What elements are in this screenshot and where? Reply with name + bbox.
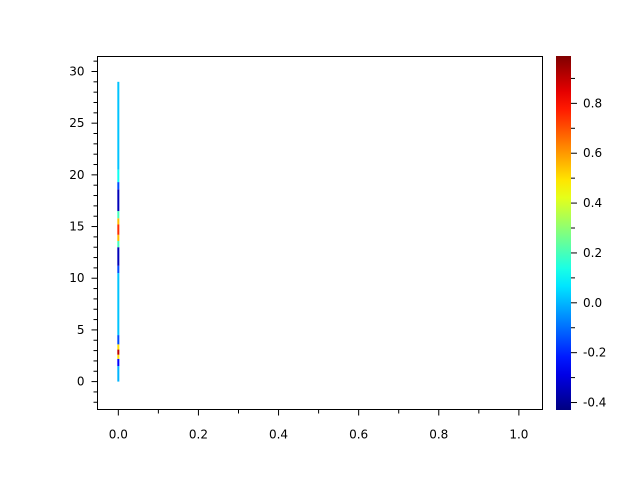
heatmap-cell bbox=[117, 247, 120, 266]
colorbar-tick-label: 0.8 bbox=[583, 96, 602, 110]
colorbar-tick-label: 0.0 bbox=[583, 296, 602, 310]
heatmap-cell bbox=[117, 366, 120, 382]
y-axis: 0 5 10 15 20 25 30 bbox=[69, 60, 98, 403]
y-tick-label: 5 bbox=[77, 323, 85, 337]
heatmap-cell bbox=[117, 189, 120, 212]
heatmap-cell bbox=[117, 234, 120, 242]
heatmap-cell bbox=[117, 349, 120, 355]
heatmap-cell bbox=[117, 335, 120, 345]
x-tick-label: 0.6 bbox=[349, 428, 368, 442]
colorbar-gradient bbox=[556, 56, 571, 410]
heatmap-cell bbox=[117, 211, 120, 219]
heatmap-cell bbox=[117, 81, 120, 170]
y-tick-label: 20 bbox=[69, 168, 84, 182]
colorbar-tick-label: 0.2 bbox=[583, 246, 602, 260]
colorbar-tick-label: 0.4 bbox=[583, 196, 602, 210]
colorbar-tick-label: 0.6 bbox=[583, 146, 602, 160]
x-tick-label: 0.8 bbox=[429, 428, 448, 442]
heatmap-cell bbox=[117, 358, 120, 367]
heatmap-cell bbox=[117, 344, 120, 350]
y-tick-label: 25 bbox=[69, 116, 84, 130]
heatmap-cell bbox=[117, 354, 120, 359]
x-axis: 0.0 0.2 0.4 0.6 0.8 1.0 bbox=[109, 409, 528, 442]
heatmap-marks bbox=[117, 81, 120, 382]
y-tick-label: 30 bbox=[69, 64, 84, 78]
heatmap-cell bbox=[117, 273, 120, 336]
plot-area-frame bbox=[97, 56, 543, 410]
colorbar: -0.4 -0.2 0.0 0.2 0.4 0.6 0.8 bbox=[556, 56, 606, 410]
heatmap-cell bbox=[117, 169, 120, 183]
heatmap-cell bbox=[117, 182, 120, 190]
y-tick-label: 15 bbox=[69, 220, 84, 234]
heatmap-cell bbox=[117, 218, 120, 225]
x-tick-label: 0.0 bbox=[109, 428, 128, 442]
x-tick-label: 1.0 bbox=[509, 428, 528, 442]
x-tick-label: 0.4 bbox=[269, 428, 288, 442]
x-tick-label: 0.2 bbox=[189, 428, 208, 442]
colorbar-tick-label: -0.2 bbox=[583, 346, 606, 360]
heatmap-cell bbox=[117, 265, 120, 274]
heatmap-cell bbox=[117, 224, 120, 235]
y-tick-label: 0 bbox=[77, 375, 85, 389]
colorbar-tick-label: -0.4 bbox=[583, 396, 606, 410]
heatmap-cell bbox=[117, 241, 120, 248]
y-tick-label: 10 bbox=[69, 271, 84, 285]
